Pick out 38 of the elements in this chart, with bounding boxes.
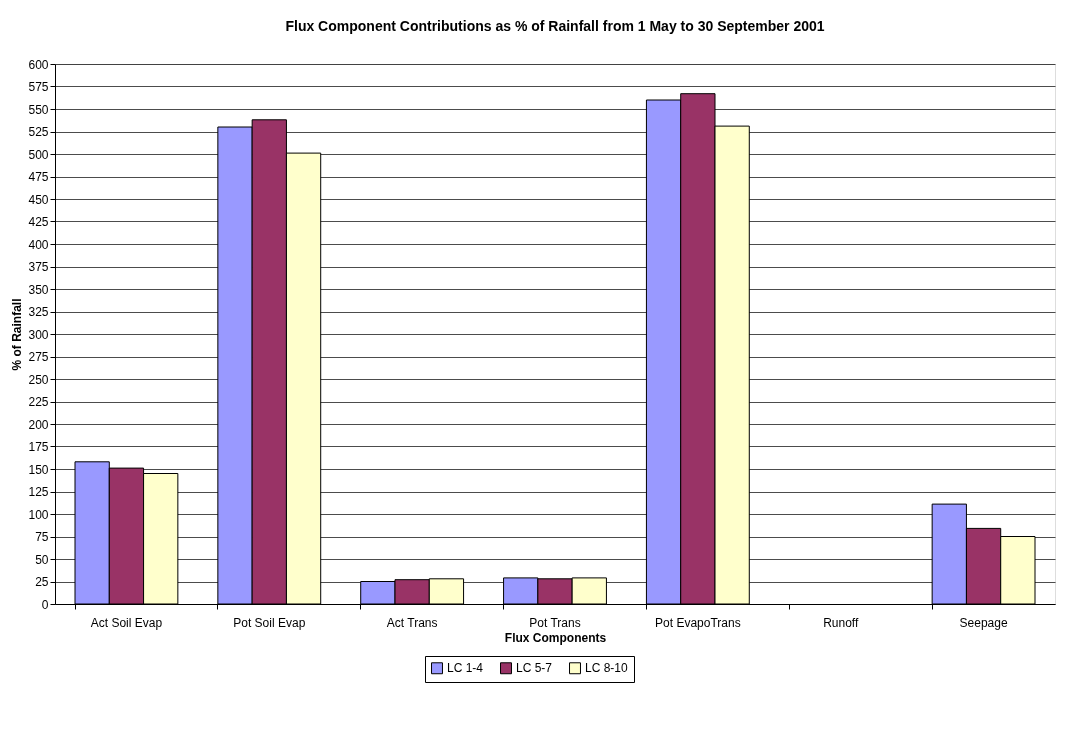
y-tick-label: 75	[35, 530, 49, 544]
y-tick-label: 375	[28, 260, 49, 274]
x-tick-label: Runoff	[823, 615, 859, 630]
x-tick-label: Act Trans	[386, 615, 438, 630]
y-axis-title: % of Rainfall	[10, 298, 25, 371]
y-tick-label: 125	[28, 485, 49, 499]
x-tick-label: Seepage	[959, 615, 1008, 630]
y-tick-label: 225	[28, 395, 49, 409]
y-tick-label: 500	[28, 147, 49, 162]
y-tick-label: 400	[28, 237, 49, 252]
y-tick-label: 0	[41, 597, 49, 612]
x-axis-title: Flux Components	[504, 630, 607, 645]
y-tick-label: 300	[28, 327, 49, 342]
y-tick-label: 350	[28, 282, 49, 297]
y-tick-label: 325	[28, 305, 49, 319]
x-tick-label: Pot Trans	[529, 615, 581, 630]
y-tick-label: 450	[28, 192, 49, 207]
y-tick-label: 550	[28, 102, 49, 117]
x-tick-label: Pot EvapoTrans	[655, 615, 741, 630]
y-tick-label: 150	[28, 462, 49, 477]
y-tick-label: 275	[28, 350, 49, 364]
y-tick-label: 475	[28, 170, 49, 184]
y-tick-label: 50	[35, 552, 49, 567]
chart-title: Flux Component Contributions as % of Rainfall from 1 May to 30 September 2001	[285, 18, 825, 34]
y-tick-label: 600	[28, 57, 49, 72]
y-tick-label: 175	[28, 440, 49, 454]
y-tick-label: 575	[28, 80, 49, 94]
y-tick-label: 200	[28, 417, 49, 432]
x-tick-label: Act Soil Evap	[90, 615, 163, 630]
y-tick-label: 250	[28, 372, 49, 387]
y-tick-label: 525	[28, 125, 49, 139]
legend-label: LC 8-10	[585, 661, 629, 676]
y-tick-label: 425	[28, 215, 49, 229]
legend-label: LC 1-4	[447, 661, 484, 676]
x-tick-label: Pot Soil Evap	[233, 615, 306, 630]
legend-label: LC 5-7	[516, 661, 553, 676]
y-tick-label: 100	[28, 507, 49, 522]
y-tick-label: 25	[35, 575, 49, 589]
